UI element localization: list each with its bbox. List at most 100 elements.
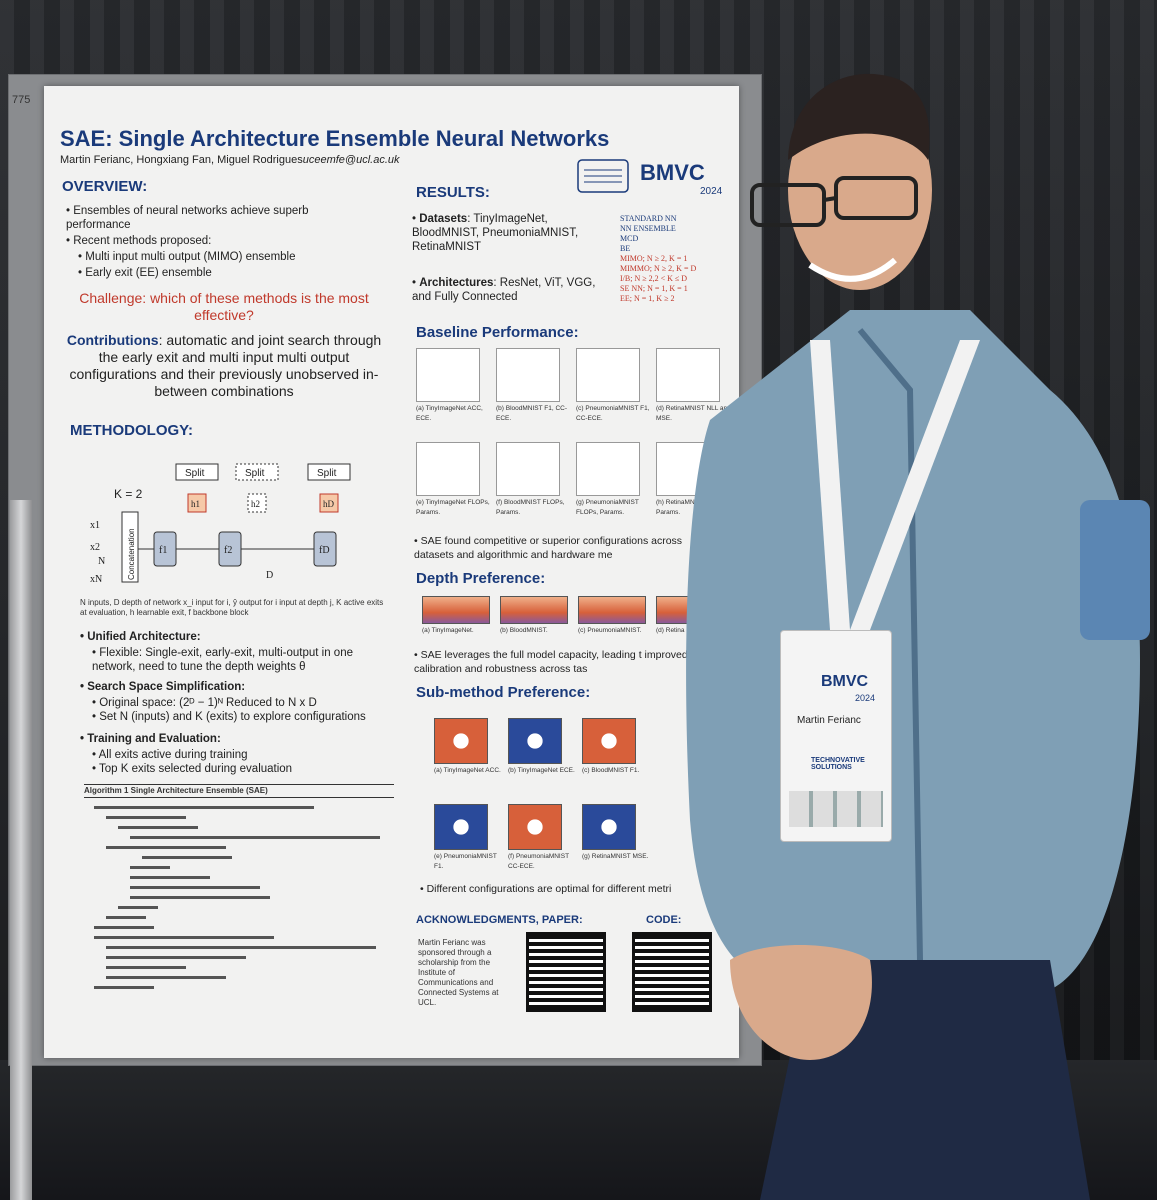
unified-heading-text: Unified Architecture: xyxy=(87,631,201,643)
results-legend: STANDARD NN NN ENSEMBLE MCD BE MIMO; N ≥ 2, … xyxy=(620,214,732,304)
contributions-label: Contributions xyxy=(66,332,159,348)
depth-heading: Depth Preference: xyxy=(416,570,546,587)
diagram-split-label: Split xyxy=(245,468,265,479)
depth-plot xyxy=(578,596,646,624)
code-qr-code[interactable] xyxy=(632,932,712,1012)
poster-logo-year: 2024 xyxy=(700,186,723,197)
train-heading: • Training and Evaluation: xyxy=(80,733,221,745)
badge-logo-text: BMVC xyxy=(821,673,869,690)
depth-plot xyxy=(422,596,490,624)
legend-entry: SE NN; N = 1, K = 1 xyxy=(620,284,688,293)
train-item: • Top K exits selected during evaluation xyxy=(92,763,293,775)
depth-caption: (d) Retina xyxy=(656,627,685,634)
search-item: • Original space: (2ᴰ − 1)ᴺ Reduced to N… xyxy=(92,697,317,709)
diagram-head-label: hD xyxy=(323,499,335,509)
diagram-concat-label: Concatenation xyxy=(127,528,136,580)
diagram-split-label: Split xyxy=(185,468,205,479)
legend-entry: MCD xyxy=(620,234,639,243)
sub-method-heatmap xyxy=(582,718,636,764)
overview-bullet-text: Multi input multi output (MIMO) ensemble xyxy=(85,251,296,263)
unified-body: Flexible: Single-exit, early-exit, multi… xyxy=(92,647,353,673)
overview-bullet-text: Recent methods proposed: xyxy=(73,235,212,247)
methodology-heading: METHODOLOGY: xyxy=(70,422,194,439)
architectures-label: Architectures xyxy=(419,277,494,289)
unified-text: • Flexible: Single-exit, early-exit, mul… xyxy=(92,647,353,673)
legend-entry: BE xyxy=(620,244,631,253)
datasets-label: Datasets xyxy=(419,213,468,225)
overview-bullet-text: Ensembles of neural networks achieve sup… xyxy=(66,205,309,231)
challenge-label: Challenge xyxy=(79,290,143,306)
depth-caption: (c) PneumoniaMNIST. xyxy=(578,627,642,634)
baseline-caption: (h) RetinaMNIST FLOPs, Params. xyxy=(656,499,729,516)
architecture-diagram: K = 2 Concatenation x1 x2 N xN f1 f2 fD … xyxy=(90,463,351,585)
datasets-text: • Datasets: TinyImageNet, BloodMNIST, Pn… xyxy=(412,213,579,253)
algorithm-box: Algorithm 1 Single Architecture Ensemble… xyxy=(84,784,394,798)
diagram-split-label: Split xyxy=(317,468,337,479)
code-heading: CODE: xyxy=(646,914,682,926)
overview-bullet: • Recent methods proposed: xyxy=(66,235,212,247)
baseline-caption: (a) TinyImageNet ACC, ECE. xyxy=(416,405,483,422)
sub-method-caption: (e) PneumoniaMNIST F1. xyxy=(434,853,497,870)
paper-qr-code[interactable] xyxy=(526,932,606,1012)
board-number: 775 xyxy=(12,94,31,106)
sub-method-heading: Sub-method Preference: xyxy=(416,684,591,701)
lanyard xyxy=(810,340,980,630)
baseline-caption: (f) BloodMNIST FLOPs, Params. xyxy=(496,499,565,516)
sub-method-caption: (a) TinyImageNet ACC. xyxy=(434,767,501,774)
algorithm-lines xyxy=(94,806,380,989)
contributions-body: : automatic and joint search through the… xyxy=(69,332,382,399)
sub-method-heatmap xyxy=(508,718,562,764)
ack-heading: ACKNOWLEDGMENTS, PAPER: xyxy=(416,914,583,926)
baseline-plot xyxy=(576,348,640,402)
badge-sponsor-logos xyxy=(789,791,883,827)
diagram-k-label: K = 2 xyxy=(114,487,143,501)
author-email: uceemfe@ucl.ac.uk xyxy=(302,154,400,166)
sub-method-heatmap xyxy=(508,804,562,850)
diagram-caption: N inputs, D depth of network x_i input f… xyxy=(80,598,384,617)
baseline-caption: (d) RetinaMNIST NLL and MSE. xyxy=(656,405,731,422)
search-heading: • Search Space Simplification: xyxy=(80,681,246,693)
challenge-body: : which of these methods is the most eff… xyxy=(142,290,369,323)
legend-entry: NN ENSEMBLE xyxy=(620,224,676,233)
poster-logo-text: BMVC xyxy=(640,160,705,185)
legend-entry: STANDARD NN xyxy=(620,214,677,223)
sub-method-caption: (b) TinyImageNet ECE. xyxy=(508,767,575,774)
train-item: • All exits active during training xyxy=(92,749,248,761)
baseline-note: • SAE found competitive or superior conf… xyxy=(414,535,683,561)
algorithm-title: Algorithm 1 Single Architecture Ensemble… xyxy=(84,786,268,795)
sub-method-note: • Different configurations are optimal f… xyxy=(420,883,672,895)
overview-bullet-text: Early exit (EE) ensemble xyxy=(85,267,212,279)
badge-year: 2024 xyxy=(855,693,876,703)
search-item-text: Original space: (2ᴰ − 1)ᴺ Reduced to N x… xyxy=(99,697,317,709)
challenge-text: Challenge: which of these methods is the… xyxy=(64,290,384,324)
baseline-heading: Baseline Performance: xyxy=(416,324,579,341)
sub-method-caption: (f) PneumoniaMNIST CC-ECE. xyxy=(508,853,569,870)
baseline-plot xyxy=(416,442,480,496)
diagram-input-label: xN xyxy=(90,574,102,585)
sub-method-caption: (c) BloodMNIST F1. xyxy=(582,767,640,774)
contributions-text: Contributions: automatic and joint searc… xyxy=(64,332,384,400)
baseline-caption: (c) PneumoniaMNIST F1, CC-ECE. xyxy=(576,405,650,422)
bmvc-logo-icon xyxy=(577,159,629,193)
architectures-text: • Architectures: ResNet, ViT, VGG, and F… xyxy=(412,277,596,303)
sub-method-heatmap xyxy=(582,804,636,850)
diagram-input-label: x1 xyxy=(90,520,100,531)
search-item-text: Set N (inputs) and K (exits) to explore … xyxy=(99,711,366,723)
sub-method-heatmap xyxy=(434,718,488,764)
train-item-text: All exits active during training xyxy=(98,749,248,761)
baseline-plot xyxy=(496,348,560,402)
diagram-head-label: h2 xyxy=(251,499,260,509)
poster: SAE: Single Architecture Ensemble Neural… xyxy=(44,86,739,1058)
baseline-caption: (g) PneumoniaMNIST FLOPs, Params. xyxy=(576,499,639,516)
diagram-input-label: x2 xyxy=(90,542,100,553)
legend-entry: EE; N = 1, K ≥ 2 xyxy=(620,294,675,303)
diagram-block-label: fD xyxy=(319,545,330,556)
results-heading: RESULTS: xyxy=(416,184,490,201)
legend-entry: MIMMO; N ≥ 2, K = D xyxy=(620,264,697,273)
train-item-text: Top K exits selected during evaluation xyxy=(99,763,293,775)
depth-caption: (b) BloodMNIST. xyxy=(500,627,548,634)
sub-method-caption: (g) RetinaMNIST MSE. xyxy=(582,853,649,860)
stand-pole xyxy=(10,500,32,1200)
diagram-head-label: h1 xyxy=(191,499,200,509)
poster-title: SAE: Single Architecture Ensemble Neural… xyxy=(60,126,610,151)
